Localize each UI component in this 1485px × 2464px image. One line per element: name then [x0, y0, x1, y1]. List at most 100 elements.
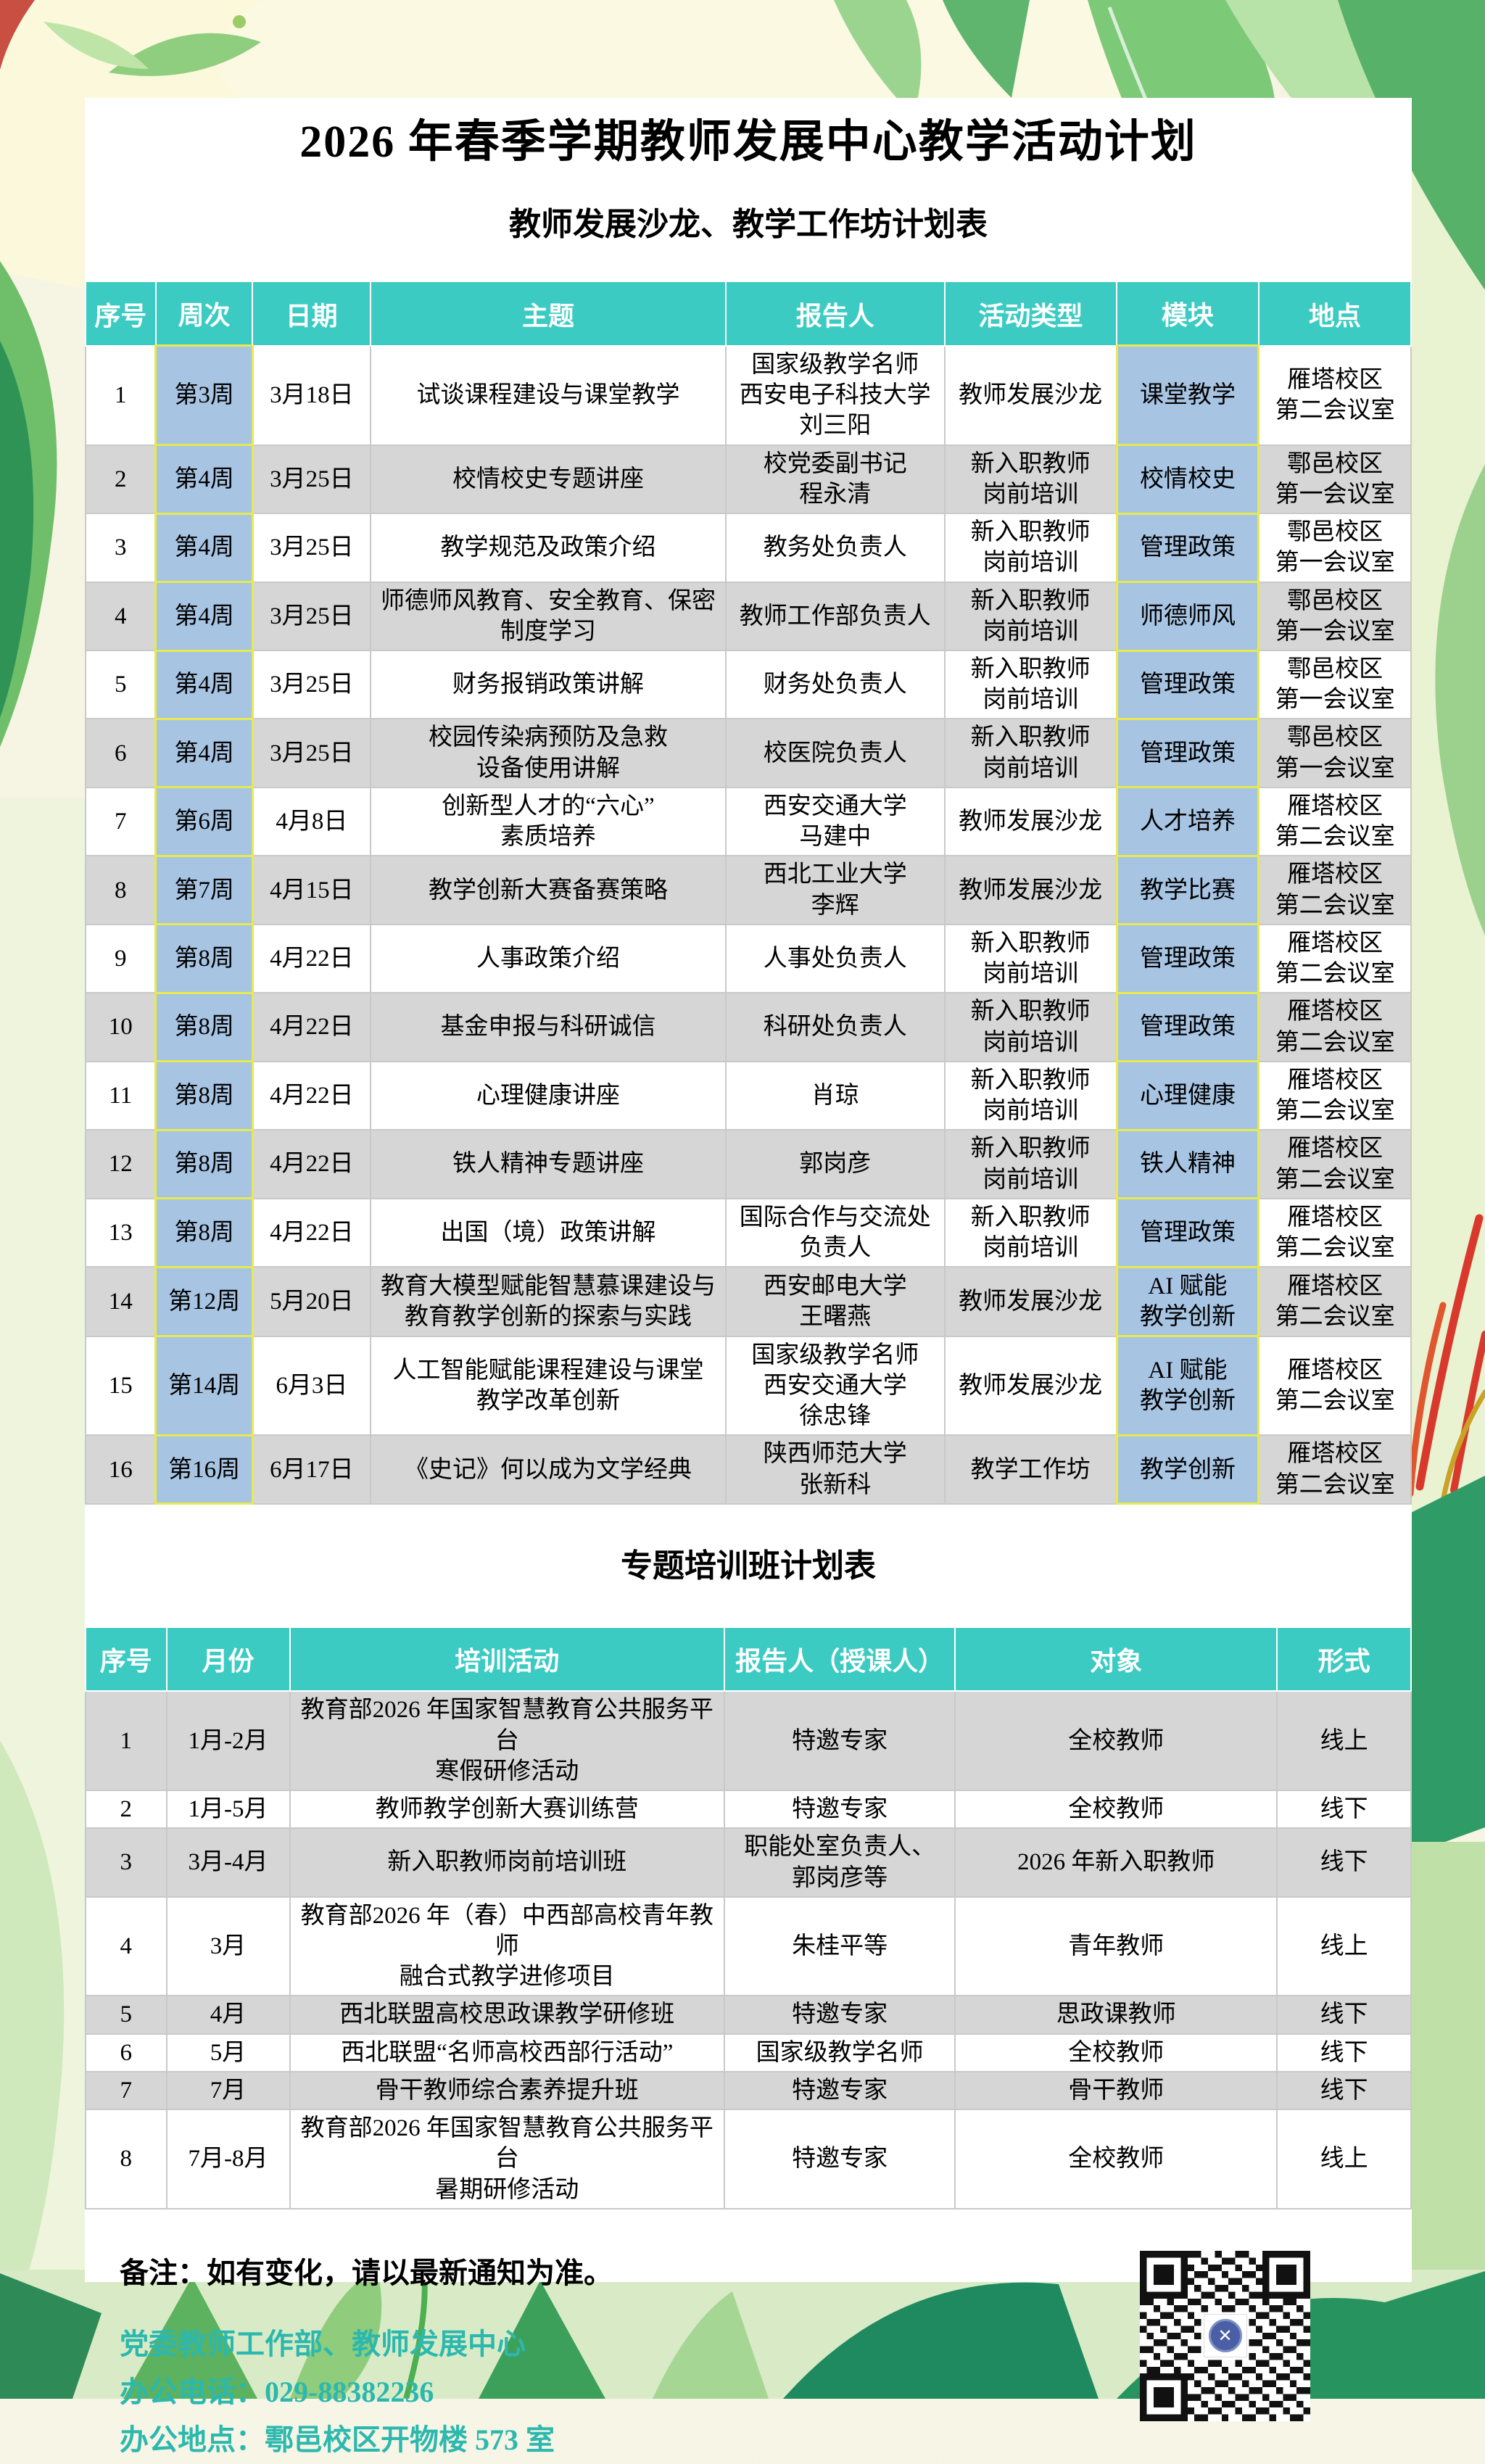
cell-speaker: 校党委副书记 程永清 — [724, 444, 946, 515]
cell-activity: 西北联盟高校思政课教学研修班 — [289, 1995, 726, 2035]
cell-speaker: 校医院负责人 — [724, 718, 946, 788]
cell-week: 第14周 — [154, 1335, 254, 1436]
cell-module: 心理健康 — [1115, 1060, 1260, 1131]
page-title: 2026 年春季学期教师发展中心教学活动计划 — [299, 117, 1197, 167]
cell-speaker: 朱桂平等 — [724, 1895, 956, 1997]
cell-topic: 人工智能赋能课程建设与课堂 教学改革创新 — [370, 1335, 727, 1436]
table1-header-no: 序号 — [85, 281, 157, 347]
cell-activity: 教师教学创新大赛训练营 — [289, 1790, 726, 1830]
cell-type: 新入职教师 岗前培训 — [943, 1197, 1118, 1268]
cell-module: 铁人精神 — [1115, 1128, 1260, 1200]
cell-month: 1月-2月 — [165, 1690, 291, 1792]
section2-title: 专题培训班计划表 — [621, 1548, 876, 1584]
cell-speaker: 教师工作部负责人 — [724, 581, 946, 652]
cell-date: 3月25日 — [252, 718, 371, 788]
cell-speaker: 国家级教学名师 西安交通大学 徐忠锋 — [724, 1335, 946, 1436]
cell-month: 4月 — [165, 1995, 291, 2035]
cell-speaker: 特邀专家 — [724, 2109, 956, 2209]
cell-location: 雁塔校区 第二会议室 — [1257, 1129, 1412, 1199]
cell-speaker: 西北工业大学 李辉 — [724, 855, 946, 925]
cell-module: 课堂教学 — [1115, 344, 1260, 447]
cell-week: 第4周 — [154, 649, 254, 720]
cell-week: 第12周 — [154, 1265, 254, 1338]
cell-date: 6月17日 — [252, 1434, 371, 1505]
cell-topic: 心理健康讲座 — [370, 1060, 727, 1131]
cell-week: 第4周 — [154, 581, 254, 652]
cell-date: 3月25日 — [252, 513, 371, 583]
cell-audience: 全校教师 — [954, 2033, 1278, 2072]
table2-header-month: 月份 — [165, 1626, 291, 1692]
cell-no: 4 — [85, 1895, 167, 1997]
cell-mode: 线下 — [1276, 2070, 1412, 2111]
contact-block: 党委教师工作部、教师发展中心 办公电话：029-88382236 办公地点：鄠邑… — [120, 2320, 613, 2464]
table-row: 3 3月-4月 新入职教师岗前培训班 职能处室负责人、 郭岗彦等 2026 年新入职教师… — [85, 1827, 1412, 1898]
cell-type: 教师发展沙龙 — [943, 855, 1118, 925]
training-class-table: 序号 月份 培训活动 报告人（授课人） 对象 形式 1 1月-2月 教育部2026 年国家智慧… — [85, 1626, 1412, 2209]
table-row: 11 第8周 4月22日 心理健康讲座 肖琼 新入职教师 岗前培训 心理健康 雁塔校区 第二会… — [85, 1060, 1412, 1131]
cell-module: AI 赋能 教学创新 — [1115, 1335, 1260, 1436]
cell-module: 管理政策 — [1115, 649, 1260, 720]
table-row: 2 第4周 3月25日 校情校史专题讲座 校党委副书记 程永清 新入职教师 岗前培训 校情校… — [85, 444, 1412, 515]
cell-type: 新入职教师 岗前培训 — [943, 923, 1118, 994]
cell-date: 3月25日 — [252, 444, 371, 515]
cell-no: 9 — [85, 923, 157, 994]
cell-audience: 思政课教师 — [954, 1995, 1278, 2035]
cell-location: 雁塔校区 第二会议室 — [1257, 1335, 1412, 1436]
table-row: 7 第6周 4月8日 创新型人才的“六心” 素质培养 西安交通大学 马建中 教师发展沙龙人… — [85, 786, 1412, 857]
cell-no: 7 — [85, 2070, 167, 2111]
cell-type: 教师发展沙龙 — [943, 344, 1118, 446]
cell-location: 雁塔校区 第二会议室 — [1257, 1197, 1412, 1268]
cell-type: 新入职教师 岗前培训 — [943, 581, 1118, 652]
cell-date: 4月22日 — [252, 992, 371, 1062]
cell-mode: 线下 — [1276, 2033, 1412, 2072]
table1-header-row: 序号 周次 日期 主题 报告人 活动类型 模块 地点 — [85, 281, 1412, 347]
table-row: 4 第4周 3月25日 师德师风教育、安全教育、保密 制度学习 教师工作部负责人 新入职教… — [85, 581, 1412, 652]
cell-date: 4月22日 — [252, 1129, 371, 1199]
cell-no: 4 — [85, 581, 157, 652]
cell-week: 第8周 — [154, 1060, 254, 1131]
table-row: 15 第14周 6月3日 人工智能赋能课程建设与课堂 教学改革创新 国家级教学名师 西安… — [85, 1335, 1412, 1436]
cell-location: 鄠邑校区 第一会议室 — [1257, 649, 1412, 720]
cell-topic: 出国（境）政策讲解 — [370, 1197, 727, 1268]
cell-type: 教师发展沙龙 — [943, 1266, 1118, 1337]
cell-topic: 校情校史专题讲座 — [370, 444, 727, 515]
cell-activity: 教育部2026 年（春）中西部高校青年教师 融合式教学进修项目 — [289, 1895, 726, 1997]
table-row: 16 第16周 6月17日 《史记》何以成为文学经典 陕西师范大学 张新科 教学工作坊 教学… — [85, 1434, 1412, 1505]
cell-module: 管理政策 — [1115, 923, 1260, 994]
cell-module: 教学比赛 — [1115, 854, 1260, 926]
cell-week: 第16周 — [154, 1434, 254, 1505]
table-row: 12 第8周 4月22日 铁人精神专题讲座 郭岗彦 新入职教师 岗前培训 铁人精神 雁塔校区 … — [85, 1128, 1412, 1200]
cell-no: 3 — [85, 1827, 167, 1898]
table1-header-topic: 主题 — [370, 281, 727, 347]
cell-type: 新入职教师 岗前培训 — [943, 718, 1118, 788]
cell-month: 5月 — [165, 2033, 291, 2072]
cell-speaker: 财务处负责人 — [724, 649, 946, 720]
cell-activity: 新入职教师岗前培训班 — [289, 1827, 726, 1898]
cell-no: 5 — [85, 1995, 167, 2035]
cell-week: 第4周 — [154, 444, 254, 515]
cell-type: 教师发展沙龙 — [943, 1335, 1118, 1436]
cell-no: 6 — [85, 2033, 167, 2072]
cell-week: 第3周 — [154, 344, 254, 447]
cell-date: 4月15日 — [252, 855, 371, 925]
table2-header-audience: 对象 — [954, 1626, 1278, 1692]
cell-type: 新入职教师 岗前培训 — [943, 1060, 1118, 1131]
cell-no: 8 — [85, 2109, 167, 2209]
cell-month: 1月-5月 — [165, 1790, 291, 1830]
table-row: 9 第8周 4月22日 人事政策介绍 人事处负责人 新入职教师 岗前培训 管理政策 雁塔校区 … — [85, 923, 1412, 994]
cell-month: 7月-8月 — [165, 2109, 291, 2209]
cell-month: 7月 — [165, 2070, 291, 2111]
table1-header-type: 活动类型 — [943, 281, 1118, 347]
cell-mode: 线下 — [1276, 1827, 1412, 1898]
cell-week: 第8周 — [154, 1197, 254, 1268]
cell-week: 第8周 — [154, 1128, 254, 1200]
cell-date: 3月18日 — [252, 344, 371, 446]
cell-topic: 试谈课程建设与课堂教学 — [370, 344, 727, 446]
cell-module: 校情校史 — [1115, 444, 1260, 515]
cell-module: 管理政策 — [1115, 717, 1260, 789]
table-row: 10 第8周 4月22日 基金申报与科研诚信 科研处负责人 新入职教师 岗前培训 管理政策雁… — [85, 991, 1412, 1063]
address-line: 办公地点：鄠邑校区开物楼 573 室 — [120, 2423, 555, 2456]
cell-module: 管理政策 — [1115, 1197, 1260, 1268]
cell-topic: 教育大模型赋能智慧慕课建设与 教育教学创新的探索与实践 — [370, 1266, 727, 1337]
